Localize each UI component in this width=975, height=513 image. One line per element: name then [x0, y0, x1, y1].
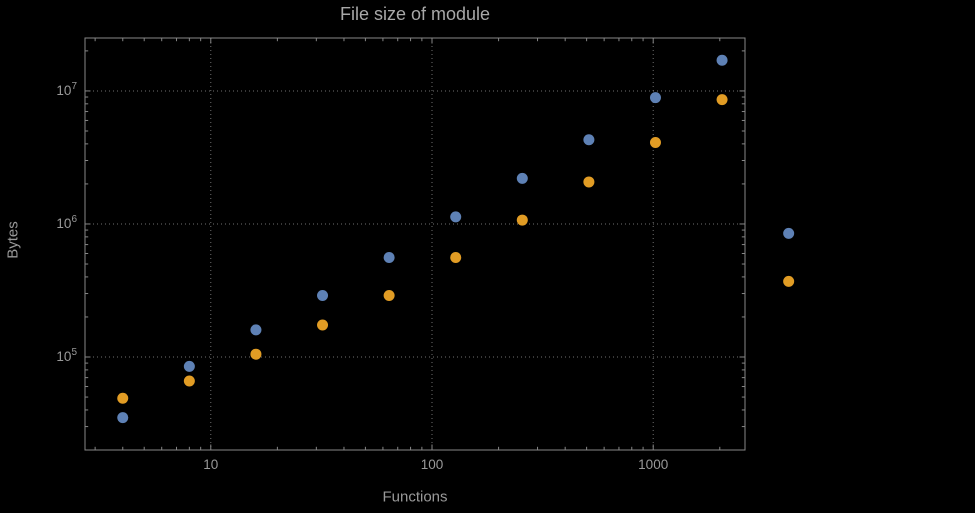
y-tick-label: 105 — [56, 347, 77, 364]
chart-title: File size of module — [339, 4, 491, 24]
x-tick-label: 10 — [203, 457, 218, 472]
data-point — [783, 275, 795, 287]
data-point — [649, 136, 661, 148]
data-point — [716, 54, 728, 66]
data-point — [250, 348, 262, 360]
y-tick-label: 107 — [56, 81, 77, 98]
axis-ticks — [85, 38, 745, 451]
x-axis-label: Functions — [382, 488, 448, 506]
data-point — [383, 251, 395, 263]
data-point — [317, 289, 329, 301]
data-point — [583, 134, 595, 146]
data-point — [117, 392, 129, 404]
x-tick-label: 100 — [421, 457, 444, 472]
data-point — [117, 412, 129, 424]
data-point — [583, 176, 595, 188]
orange-series-points — [117, 94, 795, 404]
data-point — [450, 251, 462, 263]
data-point — [716, 94, 728, 106]
data-point — [516, 214, 528, 226]
data-point — [183, 375, 195, 387]
data-point — [183, 360, 195, 372]
plot-frame — [84, 37, 746, 451]
data-point — [250, 324, 262, 336]
gridlines — [85, 38, 745, 450]
data-point — [649, 92, 661, 104]
data-point — [317, 319, 329, 331]
data-point — [383, 289, 395, 301]
x-tick-label: 1000 — [638, 457, 668, 472]
blue-series-points — [117, 54, 795, 424]
tick-labels: 10 100 1000 105 106 107 — [56, 81, 668, 472]
data-point — [783, 227, 795, 239]
data-point — [516, 172, 528, 184]
y-tick-label: 106 — [56, 214, 77, 231]
data-point — [450, 211, 462, 223]
